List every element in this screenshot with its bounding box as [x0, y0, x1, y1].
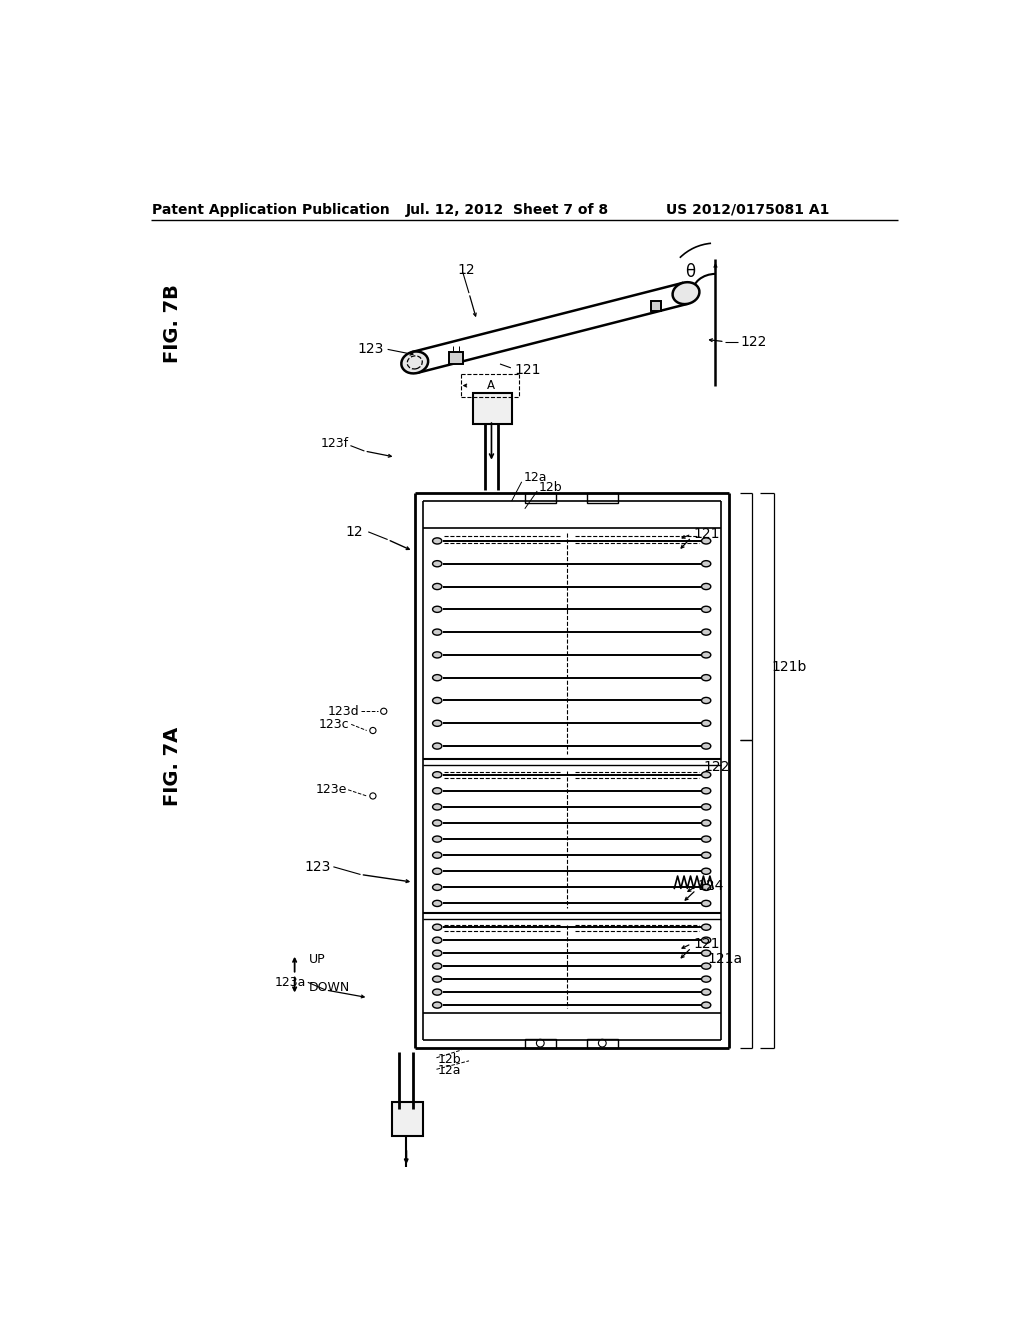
Circle shape: [598, 1039, 606, 1047]
Text: θ: θ: [685, 264, 695, 281]
Text: 12a: 12a: [523, 471, 547, 484]
Ellipse shape: [701, 606, 711, 612]
Ellipse shape: [432, 772, 442, 777]
Text: 123f: 123f: [321, 437, 349, 450]
Text: 123: 123: [357, 342, 384, 356]
Text: 124: 124: [697, 879, 724, 894]
Bar: [587, 1039, 617, 1048]
Ellipse shape: [401, 351, 428, 374]
Ellipse shape: [701, 804, 711, 810]
Ellipse shape: [701, 788, 711, 793]
Ellipse shape: [701, 937, 711, 944]
Ellipse shape: [701, 772, 711, 777]
Text: Jul. 12, 2012  Sheet 7 of 8: Jul. 12, 2012 Sheet 7 of 8: [407, 203, 609, 216]
Bar: [524, 1039, 556, 1048]
Text: 122: 122: [740, 335, 767, 348]
Ellipse shape: [432, 537, 442, 544]
Ellipse shape: [701, 630, 711, 635]
Ellipse shape: [701, 743, 711, 750]
Ellipse shape: [432, 924, 442, 931]
Bar: [391, 1102, 423, 1137]
Text: 12b: 12b: [539, 482, 562, 495]
Ellipse shape: [432, 937, 442, 944]
Text: FIG. 7A: FIG. 7A: [164, 727, 182, 807]
Ellipse shape: [701, 950, 711, 956]
Text: 121: 121: [693, 937, 720, 950]
Ellipse shape: [432, 788, 442, 793]
Ellipse shape: [701, 975, 711, 982]
Ellipse shape: [432, 836, 442, 842]
Circle shape: [537, 1039, 544, 1047]
Ellipse shape: [701, 583, 711, 590]
Text: UP: UP: [308, 953, 326, 966]
Text: FIG. 7B: FIG. 7B: [164, 285, 182, 363]
Ellipse shape: [432, 869, 442, 874]
Text: 12: 12: [345, 525, 362, 539]
Ellipse shape: [432, 721, 442, 726]
Bar: [587, 494, 617, 503]
Ellipse shape: [432, 743, 442, 750]
Ellipse shape: [701, 964, 711, 969]
Ellipse shape: [432, 804, 442, 810]
Ellipse shape: [701, 989, 711, 995]
Ellipse shape: [432, 900, 442, 907]
Ellipse shape: [432, 606, 442, 612]
Ellipse shape: [432, 975, 442, 982]
Ellipse shape: [432, 697, 442, 704]
Text: Patent Application Publication: Patent Application Publication: [153, 203, 390, 216]
Ellipse shape: [701, 869, 711, 874]
Bar: [524, 494, 556, 503]
Ellipse shape: [701, 924, 711, 931]
Text: US 2012/0175081 A1: US 2012/0175081 A1: [667, 203, 829, 216]
Ellipse shape: [701, 561, 711, 566]
Text: 121: 121: [693, 527, 720, 541]
Text: 123c: 123c: [319, 718, 349, 731]
Ellipse shape: [432, 884, 442, 891]
Ellipse shape: [701, 652, 711, 657]
Ellipse shape: [432, 675, 442, 681]
Text: 123d: 123d: [328, 705, 359, 718]
Ellipse shape: [432, 989, 442, 995]
Ellipse shape: [432, 630, 442, 635]
Ellipse shape: [432, 1002, 442, 1008]
Text: 12a: 12a: [438, 1064, 462, 1077]
Text: 12: 12: [458, 263, 475, 277]
Ellipse shape: [701, 537, 711, 544]
Ellipse shape: [701, 820, 711, 826]
Ellipse shape: [701, 884, 711, 891]
Ellipse shape: [432, 561, 442, 566]
Text: 121b: 121b: [771, 660, 807, 673]
Text: 122: 122: [703, 760, 729, 774]
Ellipse shape: [432, 853, 442, 858]
Ellipse shape: [673, 282, 699, 304]
Ellipse shape: [701, 721, 711, 726]
FancyBboxPatch shape: [650, 301, 662, 310]
Ellipse shape: [701, 853, 711, 858]
Text: DOWN: DOWN: [308, 981, 350, 994]
Text: 123e: 123e: [315, 783, 346, 796]
Text: A: A: [486, 379, 495, 392]
Ellipse shape: [701, 836, 711, 842]
Bar: [473, 393, 512, 424]
Ellipse shape: [432, 652, 442, 657]
Text: 121a: 121a: [708, 952, 742, 966]
Text: 121: 121: [514, 363, 541, 378]
Text: 123: 123: [305, 859, 331, 874]
Ellipse shape: [701, 675, 711, 681]
Text: 12b: 12b: [438, 1053, 462, 1065]
Ellipse shape: [432, 964, 442, 969]
Ellipse shape: [701, 1002, 711, 1008]
Ellipse shape: [432, 820, 442, 826]
FancyBboxPatch shape: [450, 352, 463, 364]
Ellipse shape: [701, 697, 711, 704]
Text: 123a: 123a: [274, 975, 306, 989]
Ellipse shape: [701, 900, 711, 907]
Ellipse shape: [432, 950, 442, 956]
Ellipse shape: [432, 583, 442, 590]
